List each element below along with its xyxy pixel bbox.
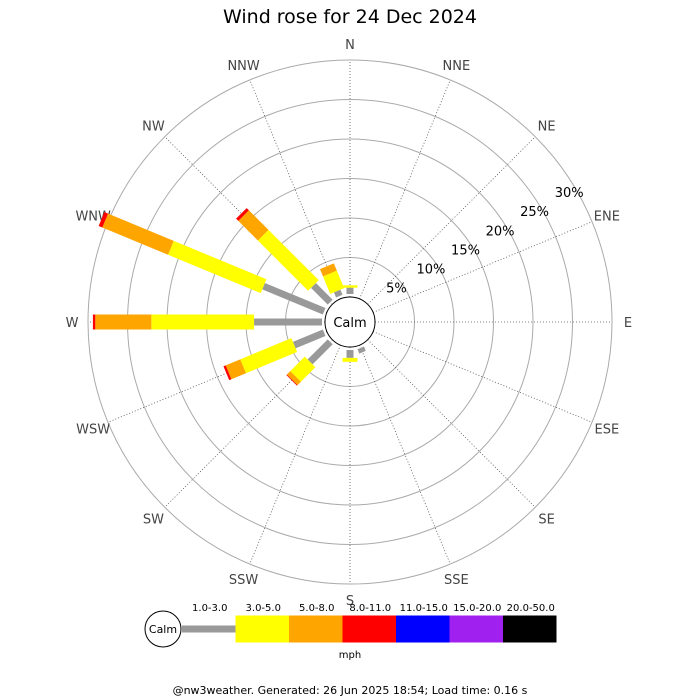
direction-label-s: S (346, 594, 354, 609)
legend-label-7: 20.0-50.0 (507, 603, 555, 614)
footer-text: @nw3weather. Generated: 26 Jun 2025 18:5… (172, 684, 528, 697)
petal-wsw-bin-2 (240, 338, 298, 374)
direction-label-n: N (345, 38, 355, 53)
legend-label-1: 1.0-3.0 (192, 603, 227, 614)
legend-swatch-6 (449, 615, 503, 643)
spoke-nnw (249, 79, 341, 300)
legend-swatch-7 (503, 615, 557, 643)
petal-sw-bin-2 (290, 356, 316, 382)
radial-tick-label-10: 10% (417, 263, 446, 278)
direction-label-ese: ESE (594, 422, 619, 437)
direction-label-w: W (66, 316, 79, 331)
legend-label-3: 5.0-8.0 (299, 603, 334, 614)
radial-tick-label-30: 30% (555, 186, 584, 201)
petal-wnw-bin-1 (262, 282, 326, 315)
direction-label-sw: SW (143, 513, 164, 528)
radial-tick-label-20: 20% (486, 224, 515, 239)
grid-ring-30 (87, 59, 613, 585)
legend-swatch-4 (342, 615, 396, 643)
spoke-se (367, 339, 536, 508)
legend-calm-circle (144, 610, 182, 648)
spoke-sse (359, 344, 451, 565)
petal-wnw-bin-4 (98, 212, 109, 228)
petal-nnw-bin-1 (333, 289, 343, 298)
petal-wnw-bin-2 (167, 240, 267, 294)
spoke-nne (359, 79, 451, 300)
radial-tick-label-15: 15% (451, 243, 480, 258)
petal-nnw-bin-2 (322, 270, 345, 294)
petal-nw-bin-4 (236, 208, 249, 221)
petal-wsw-bin-1 (292, 329, 326, 349)
direction-label-ene: ENE (594, 210, 620, 225)
legend-unit-label: mph (339, 650, 361, 661)
legend-calm-label: Calm (149, 623, 177, 636)
chart-title: Wind rose for 24 Dec 2024 (223, 6, 477, 28)
direction-label-nne: NNE (443, 59, 471, 74)
direction-label-e: E (624, 316, 632, 331)
legend-swatch-5 (396, 615, 450, 643)
calm-label: Calm (333, 316, 366, 331)
petal-sse-bin-1 (357, 346, 366, 354)
petal-wsw-bin-3 (225, 359, 246, 380)
direction-label-nw: NW (142, 119, 165, 134)
direction-label-nnw: NNW (227, 59, 259, 74)
petal-sw-bin-4 (286, 374, 298, 386)
petal-wsw-bin-4 (223, 365, 232, 381)
direction-label-ssw: SSW (229, 573, 259, 588)
legend-label-5: 11.0-15.0 (400, 603, 448, 614)
spoke-ne (367, 136, 536, 305)
calm-circle (324, 296, 376, 348)
legend-swatch-3 (289, 615, 343, 643)
petal-nw-bin-1 (310, 282, 333, 305)
petal-sw-bin-1 (307, 339, 333, 365)
radial-tick-label-25: 25% (520, 205, 549, 220)
legend-swatch-1 (182, 625, 236, 633)
radial-tick-label-5: 5% (386, 282, 407, 297)
petal-wnw-bin-3 (102, 213, 174, 255)
petal-nw-bin-3 (238, 210, 269, 241)
spoke-ssw (249, 344, 341, 565)
spoke-ese (372, 331, 593, 423)
legend-label-4: 8.0-11.0 (349, 603, 391, 614)
petal-nnw-bin-3 (319, 263, 337, 277)
direction-label-ne: NE (538, 119, 556, 134)
direction-label-se: SE (538, 513, 554, 528)
direction-label-wsw: WSW (76, 422, 110, 437)
legend-swatch-2 (235, 615, 289, 643)
spoke-ene (372, 221, 593, 313)
direction-label-sse: SSE (444, 573, 469, 588)
legend-label-6: 15.0-20.0 (453, 603, 501, 614)
petal-nw-bin-2 (257, 229, 319, 291)
legend-label-2: 3.0-5.0 (246, 603, 281, 614)
petal-sw-bin-3 (286, 371, 301, 386)
